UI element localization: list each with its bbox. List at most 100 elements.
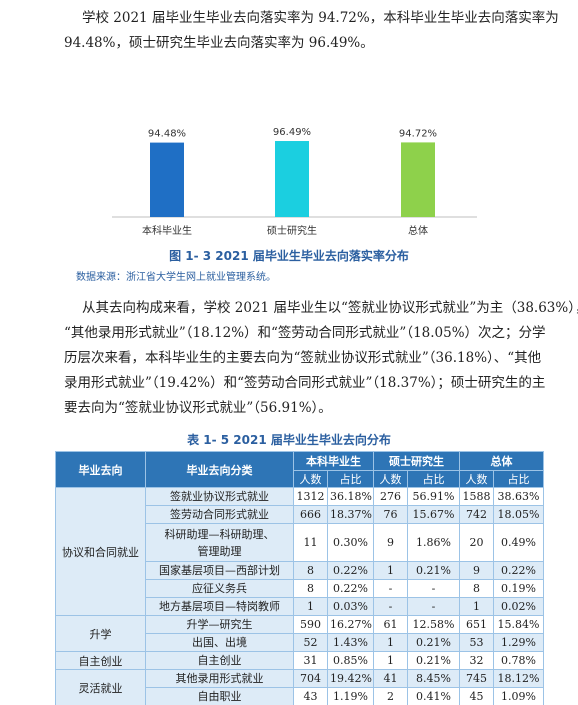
value-cell: 1.19% xyxy=(327,687,374,705)
value-cell: 16.27% xyxy=(327,615,374,634)
intro-line-2: 94.48%，硕士研究生毕业去向落实率为 96.49%。 xyxy=(64,35,374,51)
header-ratio: 占比 xyxy=(407,470,460,488)
value-cell: 52 xyxy=(293,633,328,652)
value-cell: 18.37% xyxy=(327,505,374,524)
value-cell: 8.45% xyxy=(407,669,460,688)
value-cell: 1 xyxy=(459,597,494,616)
subcategory-cell: 签劳动合同形式就业 xyxy=(145,505,294,524)
intro-line-1: 学校 2021 届毕业生毕业去向落实率为 94.72%，本科毕业生毕业去向落实率… xyxy=(82,10,559,26)
body-line-2: “其他录用形式就业”（18.12%）和“签劳动合同形式就业”（18.05%）次之… xyxy=(64,325,546,341)
value-cell: 742 xyxy=(459,505,494,524)
subcategory-cell: 签就业协议形式就业 xyxy=(145,487,294,506)
figure-source-note: 数据来源：浙江省大学生网上就业管理系统。 xyxy=(76,272,276,283)
header-undergraduate: 本科毕业生 xyxy=(293,451,374,471)
value-cell: 36.18% xyxy=(327,487,374,506)
value-cell: 15.84% xyxy=(493,615,544,634)
header-overall: 总体 xyxy=(459,451,544,471)
header-ratio: 占比 xyxy=(327,470,374,488)
value-cell: 276 xyxy=(373,487,408,506)
value-cell: 53 xyxy=(459,633,494,652)
subcategory-cell: 地方基层项目—特岗教师 xyxy=(145,597,294,616)
category-cell: 协议和合同就业 xyxy=(55,487,146,616)
figure-caption: 图 1- 3 2021 届毕业生毕业去向落实率分布 xyxy=(169,249,409,263)
value-cell: 9 xyxy=(373,523,408,562)
value-cell: 8 xyxy=(459,579,494,598)
subcategory-line: 科研助理—科研助理、 xyxy=(164,527,275,541)
value-cell: - xyxy=(373,597,408,616)
subcategory-cell: 国家基层项目—西部计划 xyxy=(145,561,294,580)
value-cell: 1.43% xyxy=(327,633,374,652)
value-cell: 0.21% xyxy=(407,633,460,652)
bar xyxy=(150,142,184,217)
value-cell: 0.22% xyxy=(327,579,374,598)
data-label: 94.72% xyxy=(399,128,437,139)
data-label: 94.48% xyxy=(148,129,186,140)
category-cell: 升学 xyxy=(55,615,146,652)
value-cell: 31 xyxy=(293,651,328,670)
value-cell: 76 xyxy=(373,505,408,524)
subcategory-cell: 升学—研究生 xyxy=(145,615,294,634)
value-cell: 0.22% xyxy=(327,561,374,580)
value-cell: 0.21% xyxy=(407,651,460,670)
body-line-5: 要去向为“签就业协议形式就业”（56.91%）。 xyxy=(64,400,332,416)
value-cell: 651 xyxy=(459,615,494,634)
header-ratio: 占比 xyxy=(493,470,544,488)
body-line-3: 历层次来看，本科毕业生的主要去向为“签就业协议形式就业”（36.18%）、“其他 xyxy=(64,350,542,366)
subcategory-line: 管理助理 xyxy=(197,544,242,558)
value-cell: 0.03% xyxy=(327,597,374,616)
placement-rate-bar-chart: 94.48% 本科毕业生 96.49% 硕士研究生 94.72% 总体 xyxy=(112,127,477,237)
category-cell: 灵活就业 xyxy=(55,669,146,705)
data-label: 96.49% xyxy=(273,127,311,138)
header-destination-category: 毕业去向分类 xyxy=(145,451,294,488)
value-cell: 43 xyxy=(293,687,328,705)
value-cell: 18.12% xyxy=(493,669,544,688)
value-cell: 8 xyxy=(293,561,328,580)
header-count: 人数 xyxy=(373,470,408,488)
subcategory-cell: 科研助理—科研助理、 管理助理 xyxy=(145,523,294,562)
value-cell: 0.19% xyxy=(493,579,544,598)
value-cell: - xyxy=(373,579,408,598)
body-line-4: 录用形式就业”（19.42%）和“签劳动合同形式就业”（18.37%）；硕士研究… xyxy=(64,375,546,391)
header-destination: 毕业去向 xyxy=(55,451,146,488)
bar xyxy=(401,142,435,217)
destination-distribution-table: 毕业去向 毕业去向分类 本科毕业生 硕士研究生 总体 人数 占比 人数 占比 人… xyxy=(55,451,544,705)
subcategory-cell: 自由职业 xyxy=(145,687,294,705)
value-cell: 1.29% xyxy=(493,633,544,652)
value-cell: 61 xyxy=(373,615,408,634)
value-cell: 18.05% xyxy=(493,505,544,524)
subcategory-cell: 自主创业 xyxy=(145,651,294,670)
value-cell: 666 xyxy=(293,505,328,524)
value-cell: - xyxy=(407,579,460,598)
value-cell: 1588 xyxy=(459,487,494,506)
value-cell: 0.41% xyxy=(407,687,460,705)
category-tick-label: 本科毕业生 xyxy=(142,224,192,237)
bar xyxy=(275,141,309,217)
value-cell: 15.67% xyxy=(407,505,460,524)
value-cell: 32 xyxy=(459,651,494,670)
value-cell: 56.91% xyxy=(407,487,460,506)
value-cell: 38.63% xyxy=(493,487,544,506)
value-cell: - xyxy=(407,597,460,616)
value-cell: 1.86% xyxy=(407,523,460,562)
value-cell: 11 xyxy=(293,523,328,562)
value-cell: 41 xyxy=(373,669,408,688)
value-cell: 2 xyxy=(373,687,408,705)
category-tick-label: 总体 xyxy=(408,224,428,237)
subcategory-cell: 出国、出境 xyxy=(145,633,294,652)
value-cell: 20 xyxy=(459,523,494,562)
value-cell: 0.22% xyxy=(493,561,544,580)
value-cell: 0.85% xyxy=(327,651,374,670)
body-line-1: 从其去向构成来看，学校 2021 届毕业生以“签就业协议形式就业”为主（38.6… xyxy=(82,300,578,316)
value-cell: 1 xyxy=(293,597,328,616)
header-count: 人数 xyxy=(293,470,328,488)
subcategory-cell: 应征义务兵 xyxy=(145,579,294,598)
header-master: 硕士研究生 xyxy=(373,451,460,471)
value-cell: 1.09% xyxy=(493,687,544,705)
value-cell: 0.02% xyxy=(493,597,544,616)
value-cell: 19.42% xyxy=(327,669,374,688)
value-cell: 590 xyxy=(293,615,328,634)
category-cell: 自主创业 xyxy=(55,651,146,670)
table-caption: 表 1- 5 2021 届毕业生毕业去向分布 xyxy=(187,433,391,447)
value-cell: 0.78% xyxy=(493,651,544,670)
value-cell: 45 xyxy=(459,687,494,705)
